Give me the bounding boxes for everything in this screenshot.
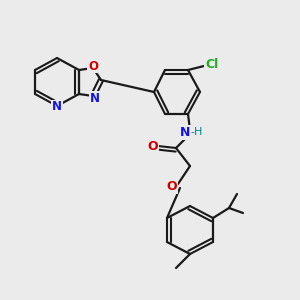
Text: N: N: [52, 100, 62, 113]
Text: Cl: Cl: [206, 58, 219, 71]
Text: O: O: [167, 179, 177, 193]
Text: N: N: [180, 125, 190, 139]
Text: N: N: [90, 92, 100, 104]
Text: -H: -H: [191, 127, 203, 137]
Text: O: O: [88, 59, 98, 73]
Text: O: O: [148, 140, 158, 152]
